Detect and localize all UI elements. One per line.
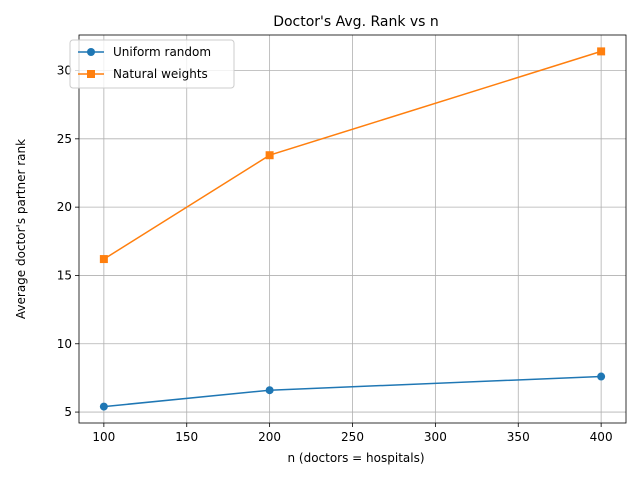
legend-marker-natural-weights xyxy=(87,70,95,78)
legend-box xyxy=(69,39,235,89)
data-point-uniform-random xyxy=(597,372,606,381)
y-tick-label: 15 xyxy=(57,268,72,282)
y-tick-label: 20 xyxy=(57,200,72,214)
x-tick-label: 200 xyxy=(258,430,281,444)
data-point-uniform-random xyxy=(99,402,108,411)
y-tick-label: 10 xyxy=(57,337,72,351)
x-axis: 100 150 200 250 300 350 400 xyxy=(92,423,613,444)
chart-title: Doctor's Avg. Rank vs n xyxy=(273,14,439,30)
data-point-natural-weights xyxy=(597,47,606,56)
y-tick-label: 5 xyxy=(64,405,72,419)
legend-label-natural-weights: Natural weights xyxy=(113,67,208,81)
y-tick-label: 30 xyxy=(57,64,72,78)
x-axis-label: n (doctors = hospitals) xyxy=(287,451,424,465)
data-point-natural-weights xyxy=(99,255,108,264)
x-tick-label: 150 xyxy=(175,430,198,444)
x-tick-label: 350 xyxy=(507,430,530,444)
legend-marker-uniform-random xyxy=(87,48,95,56)
x-tick-label: 400 xyxy=(590,430,613,444)
y-tick-label: 25 xyxy=(57,132,72,146)
data-point-natural-weights xyxy=(265,151,274,160)
x-tick-label: 250 xyxy=(341,430,364,444)
x-tick-label: 300 xyxy=(424,430,447,444)
series-layer xyxy=(99,47,606,411)
y-axis: 5 10 15 20 25 30 xyxy=(57,64,79,419)
data-point-uniform-random xyxy=(265,386,274,395)
x-tick-label: 100 xyxy=(92,430,115,444)
legend: Uniform random Natural weights xyxy=(69,39,235,89)
y-axis-label: Average doctor's partner rank xyxy=(14,139,28,319)
legend-label-uniform-random: Uniform random xyxy=(113,45,211,59)
grid-lines xyxy=(79,35,626,423)
